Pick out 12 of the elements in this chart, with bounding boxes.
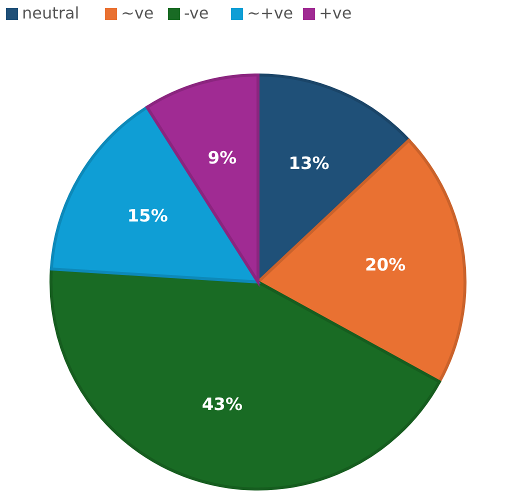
data-label: 13% — [288, 154, 330, 174]
legend-label: ~+ve — [247, 3, 294, 22]
data-label: 20% — [364, 256, 406, 276]
legend-label: neutral — [22, 3, 80, 22]
data-label: 15% — [127, 206, 168, 226]
legend-label: -ve — [184, 3, 209, 22]
legend-label: ~ve — [121, 3, 154, 22]
data-label: 43% — [202, 394, 243, 415]
pie-slice — [256, 138, 466, 384]
legend-label: +ve — [319, 3, 352, 22]
pie-slice — [50, 106, 260, 284]
data-label: 9% — [208, 148, 237, 168]
